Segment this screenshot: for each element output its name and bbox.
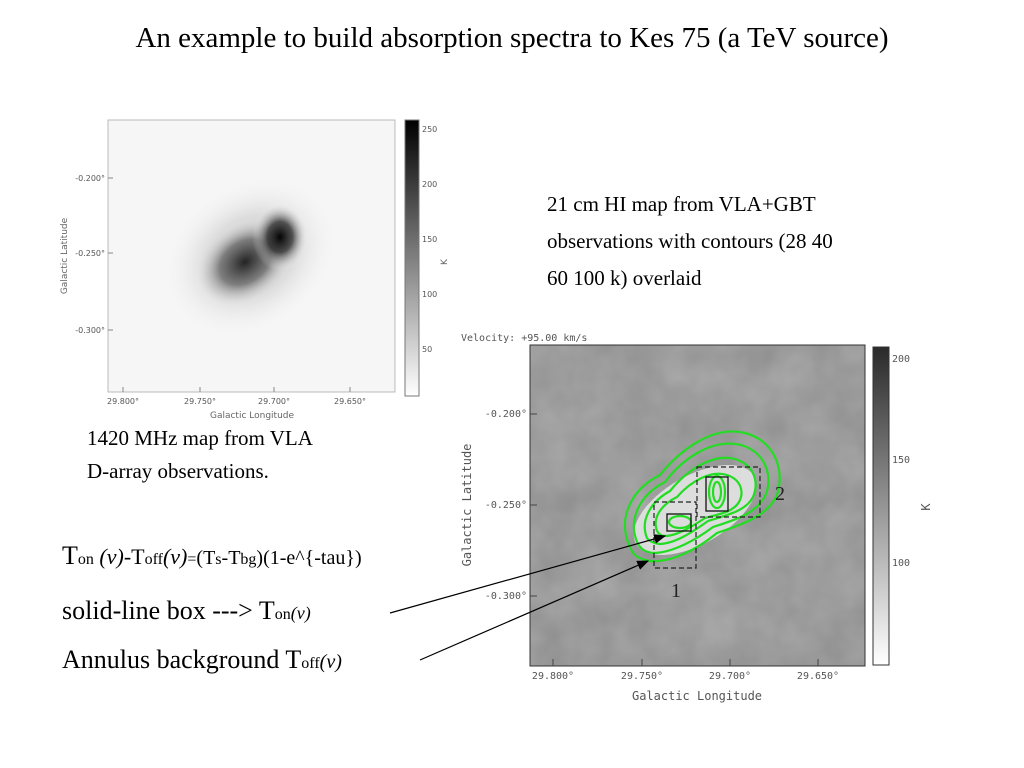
caption-line: observations with contours (28 40 [547,229,833,253]
note-subscript: on [274,606,291,623]
right-cbar-tick: 150 [892,455,910,466]
note-text: Annulus background T [62,645,302,674]
left-y-tick: -0.250° [75,249,105,258]
eq-symbol: (v) [93,544,124,569]
left-cbar-unit: K [440,258,450,265]
region-label: 1 [671,580,681,602]
solid-box-1 [666,513,692,532]
left-y-tick: -0.300° [75,326,105,335]
hi-map-figure: Velocity: +95.00 km/s 1 2 -0.200° -0.250… [460,333,933,703]
eq-subscript: on [77,551,94,568]
left-cbar-tick: 100 [422,290,437,299]
note-text: solid-line box ---> T [62,596,275,625]
eq-subscript: off [144,551,163,568]
eq-symbol: = [187,551,197,568]
eq-symbol: T [62,541,78,570]
right-cbar-unit: K [919,503,933,511]
annulus-box-1 [653,501,697,569]
hi-colorbar [872,346,890,666]
caption-line: 60 100 k) overlaid [547,266,702,290]
left-y-tick: -0.200° [75,174,105,183]
left-cbar-tick: 50 [422,345,432,354]
caption-line: 21 cm HI map from VLA+GBT [547,192,816,216]
eq-symbol: -T [123,544,145,569]
left-x-tick: 29.750° [184,397,216,406]
note-symbol: (v) [290,603,311,623]
eq-symbol: )(1-e^{-tau}) [256,547,362,569]
eq-subscript: s [215,551,222,568]
slide-title: An example to build absorption spectra t… [135,22,889,54]
eq-symbol: -T [221,547,241,569]
left-cbar-tick: 250 [422,125,437,134]
continuum-colorbar [404,119,420,397]
velocity-label: Velocity: +95.00 km/s [461,333,587,344]
right-y-tick: -0.200° [485,409,527,420]
right-x-tick: 29.700° [709,671,751,682]
contour-peak-east [707,474,727,510]
right-y-tick: -0.250° [485,500,527,511]
eq-symbol: (v) [162,544,188,569]
left-x-tick: 29.650° [334,397,366,406]
solid-box-2 [705,476,729,512]
hi-map-caption: 21 cm HI map from VLA+GBT observations w… [547,186,967,297]
contour-peak-east-inner [711,480,723,504]
eq-symbol: (T [196,547,216,569]
right-cbar-tick: 100 [892,558,910,569]
region-label: 2 [775,483,785,505]
absorption-equation: Ton (v)-Toff(v)=(Ts-Tbg)(1-e^{-tau}) [62,541,362,571]
solid-box-note: solid-line box ---> Ton(v) [62,596,311,626]
right-x-tick: 29.750° [621,671,663,682]
right-y-axis-title: Galactic Latitude [460,444,474,567]
right-x-tick: 29.800° [532,671,574,682]
caption-line: D-array observations. [87,459,269,483]
left-cbar-tick: 150 [422,235,437,244]
left-x-axis-title: Galactic Longitude [210,411,295,421]
continuum-source-peak [252,203,308,271]
eq-subscript: bg [240,551,257,568]
left-cbar-tick: 200 [422,180,437,189]
caption-line: 1420 MHz map from VLA [87,426,313,450]
annulus-box-2 [696,466,761,518]
note-symbol: (v) [319,651,342,673]
right-cbar-tick: 200 [892,354,910,365]
continuum-map-figure: -0.200° -0.250° -0.300° Galactic Latitud… [60,119,450,421]
right-x-tick: 29.650° [797,671,839,682]
note-subscript: off [301,655,320,672]
right-y-tick: -0.300° [485,591,527,602]
continuum-map-caption: 1420 MHz map from VLA D-array observatio… [87,422,447,488]
annulus-note: Annulus background Toff(v) [62,645,342,675]
right-x-axis-title: Galactic Longitude [632,689,762,703]
left-y-axis-title: Galactic Latitude [60,217,70,294]
left-x-tick: 29.800° [107,397,139,406]
left-x-tick: 29.700° [258,397,290,406]
